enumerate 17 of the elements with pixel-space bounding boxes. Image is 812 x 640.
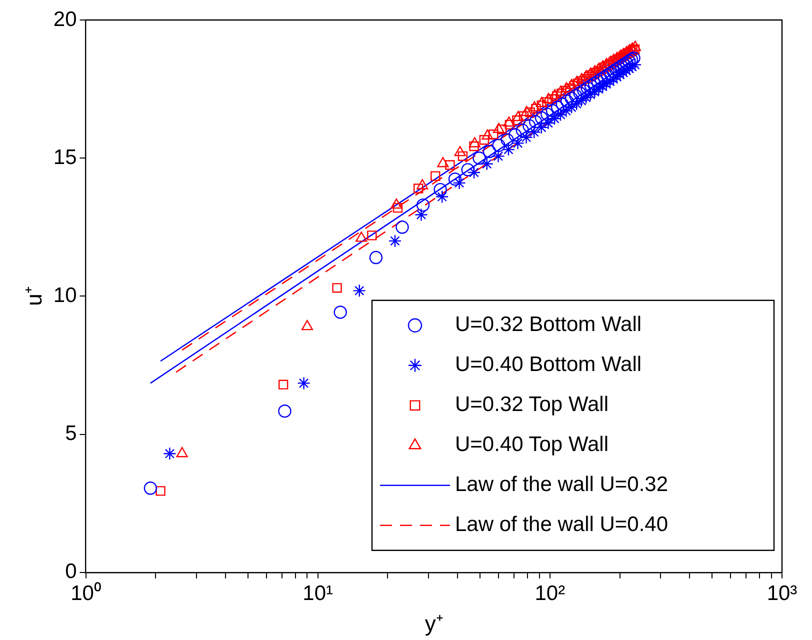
- x-axis-title: y⁺: [424, 610, 443, 636]
- legend-label: Law of the wall U=0.40: [455, 513, 668, 536]
- legend-label: U=0.40 Bottom Wall: [455, 353, 642, 376]
- x-tick-label: 10³: [766, 582, 798, 605]
- y-axis-title: u⁺: [21, 286, 46, 306]
- x-tick-label: 10¹: [302, 582, 334, 605]
- y-tick-label: 0: [65, 560, 77, 584]
- legend-label: Law of the wall U=0.32: [455, 473, 668, 496]
- x-tick-label: 10²: [534, 582, 566, 605]
- x-tick-label: 10⁰: [70, 582, 101, 605]
- y-tick-label: 20: [53, 8, 77, 31]
- legend-label: U=0.40 Top Wall: [455, 433, 609, 456]
- y-tick-label: 5: [65, 422, 77, 446]
- legend-label: U=0.32 Bottom Wall: [455, 313, 642, 336]
- legend-label: U=0.32 Top Wall: [455, 393, 609, 416]
- y-tick-label: 15: [53, 146, 77, 169]
- y-tick-label: 10: [53, 284, 77, 307]
